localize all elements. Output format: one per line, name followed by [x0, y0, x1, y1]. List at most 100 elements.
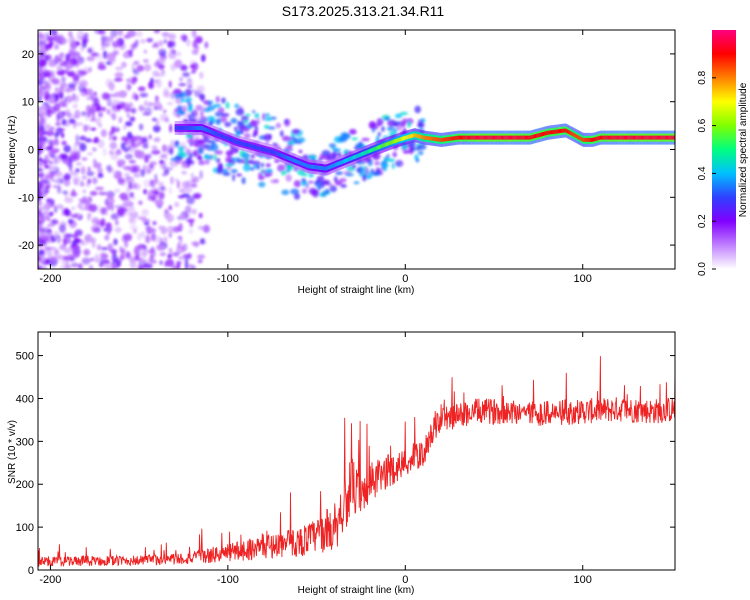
- ridge-core-column: [619, 135, 622, 140]
- spectrogram-ridge-blob: [329, 185, 337, 193]
- spectrogram-noise-blob: [63, 179, 71, 187]
- ridge-core-column: [312, 164, 314, 169]
- spectrogram-noise-blob: [142, 143, 149, 149]
- spectrogram-noise-blob: [145, 235, 151, 244]
- ridge-core-column: [463, 135, 465, 140]
- ridge-core-column: [561, 128, 563, 133]
- spectrogram-noise-blob: [197, 254, 206, 260]
- spectrogram-ridge-blob: [203, 155, 213, 160]
- spectrogram-ridge-blob: [234, 126, 238, 132]
- ridge-core-column: [442, 137, 445, 142]
- ridge-core-column: [297, 159, 299, 164]
- spectrogram-noise-blob: [100, 218, 106, 227]
- spectrogram-noise-blob: [54, 87, 59, 92]
- spectrogram-y-tick-label: 10: [22, 97, 34, 109]
- ridge-core-column: [564, 128, 566, 133]
- ridge-core-column: [260, 146, 263, 151]
- spectrogram-ridge-blob: [328, 143, 337, 149]
- ridge-core-column: [174, 126, 177, 130]
- spectrogram-noise-blob: [196, 85, 205, 94]
- ridge-core-column: [239, 141, 242, 146]
- ridge-core-column: [559, 129, 561, 134]
- ridge-core-column: [529, 135, 531, 140]
- spectrogram-noise-blob: [186, 218, 195, 223]
- ridge-core-column: [277, 152, 280, 157]
- spectrogram-ridge-blob: [392, 151, 397, 158]
- spectrogram-noise-blob: [159, 57, 166, 65]
- figure-title: S173.2025.313.21.34.R11: [282, 3, 445, 19]
- spectrogram-ridge-blob: [224, 163, 234, 167]
- spectrogram-noise-blob: [190, 70, 196, 74]
- spectrogram-noise-blob: [123, 125, 127, 130]
- ridge-core-column: [351, 156, 353, 161]
- ridge-core-column: [459, 135, 462, 140]
- spectrogram-noise-blob: [138, 123, 144, 131]
- spectrogram-noise-blob: [86, 56, 95, 62]
- ridge-core-column: [524, 135, 527, 140]
- ridge-core-column: [387, 141, 390, 146]
- spectrogram-noise-blob: [104, 265, 111, 269]
- spectrogram-noise-blob: [99, 251, 107, 260]
- ridge-core-column: [661, 135, 663, 140]
- spectrogram-noise-blob: [126, 113, 130, 118]
- spectrogram-noise-blob: [80, 180, 84, 187]
- ridge-core-column: [565, 128, 567, 133]
- spectrogram-noise-blob: [187, 83, 193, 89]
- spectrogram-noise-blob: [97, 139, 105, 149]
- spectrogram-noise-blob: [66, 38, 75, 44]
- ridge-core-column: [602, 135, 605, 140]
- ridge-core-column: [342, 159, 345, 164]
- spectrogram-noise-blob: [61, 207, 65, 217]
- spectrogram-noise-blob: [128, 181, 132, 190]
- ridge-core-column: [549, 130, 551, 135]
- spectrogram-noise-blob: [59, 40, 63, 45]
- ridge-core-column: [318, 165, 320, 170]
- spectrogram-noise-blob: [104, 211, 109, 216]
- spectrogram-noise-blob: [97, 167, 103, 175]
- ridge-core-column: [523, 135, 526, 140]
- ridge-core-column: [503, 135, 506, 140]
- spectrogram-noise-blob: [122, 51, 131, 59]
- spectrogram-ridge-blob: [217, 107, 225, 114]
- spectrogram-noise-blob: [69, 44, 78, 49]
- spectrogram-ridge-blob: [231, 157, 237, 161]
- spectrogram-noise-blob: [136, 232, 142, 241]
- ridge-core-column: [659, 135, 661, 140]
- spectrogram-noise-blob: [75, 162, 83, 166]
- ridge-core-column: [202, 126, 204, 131]
- spectrogram-noise-blob: [54, 39, 60, 44]
- spectrogram-noise-blob: [115, 128, 120, 132]
- spectrogram-noise-blob: [165, 258, 175, 267]
- ridge-core-column: [236, 140, 238, 145]
- ridge-core-column: [600, 135, 602, 140]
- spectrogram-noise-blob: [168, 33, 177, 40]
- ridge-core-column: [256, 145, 259, 150]
- ridge-core-column: [220, 133, 222, 138]
- spectrogram-noise-blob: [156, 73, 166, 77]
- spectrogram-noise-blob: [161, 144, 167, 153]
- spectrogram-noise-blob: [87, 178, 92, 185]
- spectrogram-noise-blob: [106, 228, 111, 235]
- spectrogram-noise-blob: [55, 249, 60, 254]
- spectrogram-noise-blob: [41, 118, 46, 123]
- ridge-core-column: [393, 139, 396, 144]
- spectrogram-noise-blob: [106, 99, 111, 104]
- spectrogram-ridge-blob: [261, 169, 267, 174]
- spectrogram-noise-blob: [123, 200, 128, 205]
- ridge-core-column: [411, 134, 413, 138]
- ridge-core-column: [283, 154, 285, 159]
- spectrogram-noise-blob: [85, 112, 89, 121]
- spectrogram-noise-blob: [130, 206, 136, 212]
- spectrogram-noise-blob: [80, 166, 86, 175]
- spectrogram-noise-blob: [72, 175, 81, 183]
- spectrogram-ridge-blob: [206, 115, 216, 122]
- spectrogram-noise-blob: [146, 226, 153, 235]
- ridge-core-column: [376, 145, 379, 150]
- ridge-core-column: [643, 135, 645, 140]
- ridge-core-column: [301, 161, 303, 166]
- ridge-core-column: [284, 154, 286, 159]
- spectrogram-noise-blob: [109, 141, 118, 150]
- ridge-core-column: [259, 146, 262, 151]
- spectrogram-noise-blob: [66, 94, 73, 104]
